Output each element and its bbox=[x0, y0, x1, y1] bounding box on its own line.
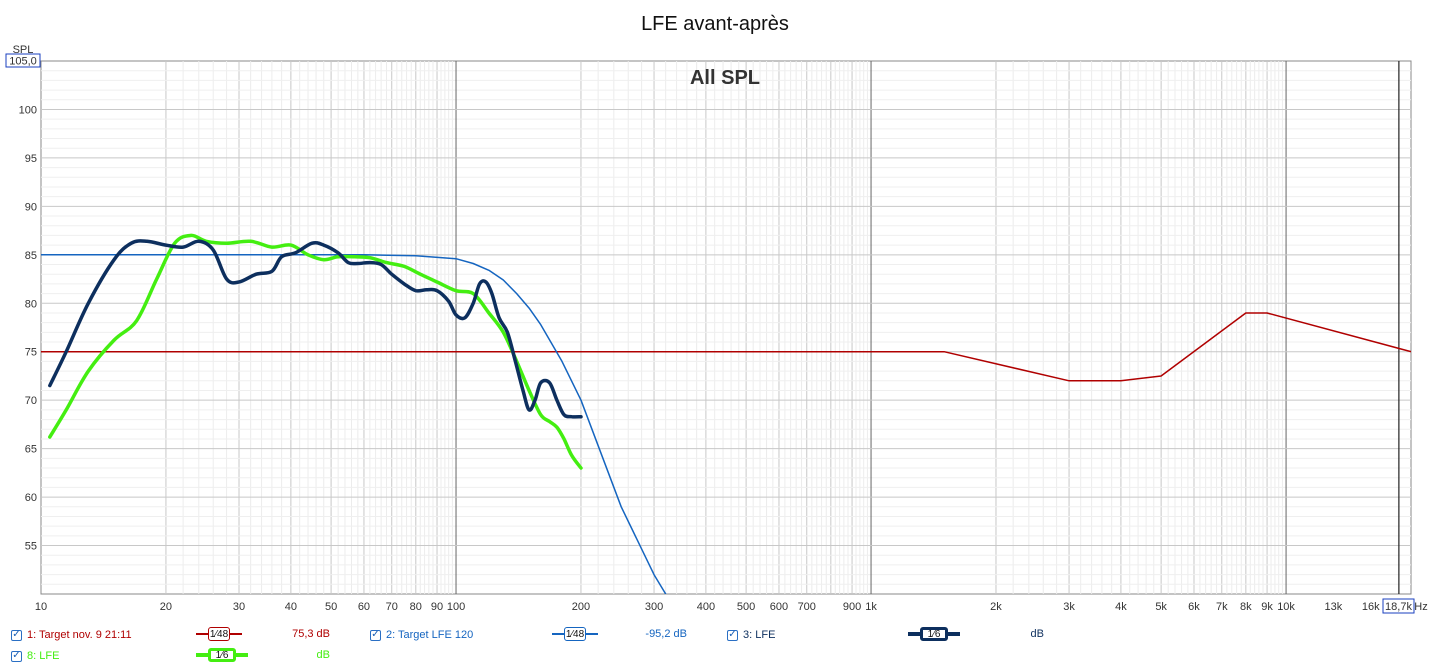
smoothing-control-3[interactable]: 1⁄6 bbox=[908, 627, 960, 641]
x-unit-label: Hz bbox=[1414, 601, 1427, 613]
legend-label: 1: Target nov. 9 21:11 bbox=[27, 629, 132, 641]
chart-title: LFE avant-après bbox=[641, 13, 789, 35]
x-right-readout[interactable]: 18,7k bbox=[1382, 598, 1415, 614]
x-tick-label: 2k bbox=[990, 601, 1002, 613]
x-tick-label: 100 bbox=[447, 601, 465, 613]
x-tick-label: 4k bbox=[1115, 601, 1127, 613]
minor-gridlines bbox=[41, 61, 1411, 594]
legend-label: 8: LFE bbox=[27, 650, 60, 662]
legend: ✓ 1: Target nov. 9 21:11 1⁄48 75,3 dB ✓ … bbox=[0, 624, 1431, 667]
x-tick-label: 9k bbox=[1261, 601, 1273, 613]
x-tick-label: 90 bbox=[431, 601, 443, 613]
x-tick-label: 10 bbox=[35, 601, 47, 613]
chart-subtitle: All SPL bbox=[690, 67, 760, 89]
y-tick-label: 85 bbox=[25, 250, 37, 262]
checkbox-checked-icon[interactable]: ✓ bbox=[727, 629, 738, 641]
x-tick-label: 80 bbox=[410, 601, 422, 613]
legend-item-lfe-8[interactable]: ✓ 8: LFE bbox=[11, 647, 59, 665]
x-tick-label: 7k bbox=[1216, 601, 1228, 613]
x-tick-label: 5k bbox=[1155, 601, 1167, 613]
legend-label: 2: Target LFE 120 bbox=[386, 629, 474, 641]
legend-value: 75,3 dB bbox=[292, 628, 330, 640]
x-tick-label: 40 bbox=[285, 601, 297, 613]
legend-label: 3: LFE bbox=[743, 629, 776, 641]
x-tick-label: 1k bbox=[865, 601, 877, 613]
smoothing-label: 1⁄6 bbox=[208, 648, 236, 662]
legend-value: dB bbox=[1030, 628, 1044, 640]
x-tick-label: 200 bbox=[572, 601, 590, 613]
smoothing-label: 1⁄6 bbox=[920, 627, 948, 641]
y-tick-label: 100 bbox=[19, 104, 37, 116]
x-tick-label: 8k bbox=[1240, 601, 1252, 613]
legend-item-target-nov9[interactable]: ✓ 1: Target nov. 9 21:11 bbox=[11, 626, 132, 644]
legend-item-target-lfe120[interactable]: ✓ 2: Target LFE 120 bbox=[370, 626, 473, 644]
smoothing-control-8[interactable]: 1⁄6 bbox=[196, 648, 248, 662]
checkbox-checked-icon[interactable]: ✓ bbox=[11, 650, 22, 662]
series-layer bbox=[41, 233, 1411, 594]
plot-area[interactable] bbox=[40, 60, 1412, 595]
x-tick-label: 10k bbox=[1277, 601, 1295, 613]
checkbox-checked-icon[interactable]: ✓ bbox=[370, 629, 381, 641]
legend-value: dB bbox=[316, 649, 330, 661]
smoothing-control-1[interactable]: 1⁄48 bbox=[196, 627, 242, 641]
checkbox-checked-icon[interactable]: ✓ bbox=[11, 629, 22, 641]
y-tick-labels: 55 60 65 70 75 80 85 90 95 100 bbox=[19, 104, 37, 552]
y-axis-label: SPL bbox=[13, 44, 34, 56]
y-tick-label: 75 bbox=[25, 347, 37, 359]
x-tick-label: 900 bbox=[843, 601, 861, 613]
series-line-2 bbox=[41, 254, 667, 594]
y-tick-label: 60 bbox=[25, 492, 37, 504]
y-tick-label: 90 bbox=[25, 201, 37, 213]
x-tick-label: 600 bbox=[770, 601, 788, 613]
x-tick-label: 16k bbox=[1362, 601, 1380, 613]
series-line-3 bbox=[48, 239, 583, 419]
x-tick-label: 700 bbox=[798, 601, 816, 613]
x-tick-label: 20 bbox=[160, 601, 172, 613]
y-tick-label: 65 bbox=[25, 444, 37, 456]
x-tick-label: 400 bbox=[697, 601, 715, 613]
x-tick-label: 3k bbox=[1063, 601, 1075, 613]
x-tick-label: 70 bbox=[386, 601, 398, 613]
smoothing-control-2[interactable]: 1⁄48 bbox=[552, 627, 598, 641]
x-tick-label: 500 bbox=[737, 601, 755, 613]
y-top-readout-text: 105,0 bbox=[9, 56, 37, 68]
x-tick-label: 50 bbox=[325, 601, 337, 613]
x-tick-labels: 10 20 30 40 50 60 70 80 90 100 200 300 400 500 600 700 9… bbox=[35, 601, 1380, 613]
y-tick-label: 55 bbox=[25, 541, 37, 553]
x-right-readout-text: 18,7k bbox=[1385, 601, 1412, 613]
series-line-1 bbox=[41, 312, 1411, 382]
y-top-readout[interactable]: 105,0 bbox=[5, 53, 41, 68]
x-tick-label: 60 bbox=[358, 601, 370, 613]
smoothing-label: 1⁄48 bbox=[564, 627, 586, 641]
smoothing-label: 1⁄48 bbox=[208, 627, 230, 641]
x-tick-label: 30 bbox=[233, 601, 245, 613]
legend-item-lfe-3[interactable]: ✓ 3: LFE bbox=[727, 626, 775, 644]
y-tick-label: 80 bbox=[25, 298, 37, 310]
legend-value: -95,2 dB bbox=[645, 628, 687, 640]
chart: LFE avant-après 55 60 65 70 75 80 85 90 95 100 10… bbox=[5, 13, 1428, 614]
x-tick-label: 300 bbox=[645, 601, 663, 613]
y-tick-label: 95 bbox=[25, 153, 37, 165]
x-tick-label: 6k bbox=[1188, 601, 1200, 613]
y-tick-label: 70 bbox=[25, 395, 37, 407]
x-tick-label: 13k bbox=[1324, 601, 1342, 613]
